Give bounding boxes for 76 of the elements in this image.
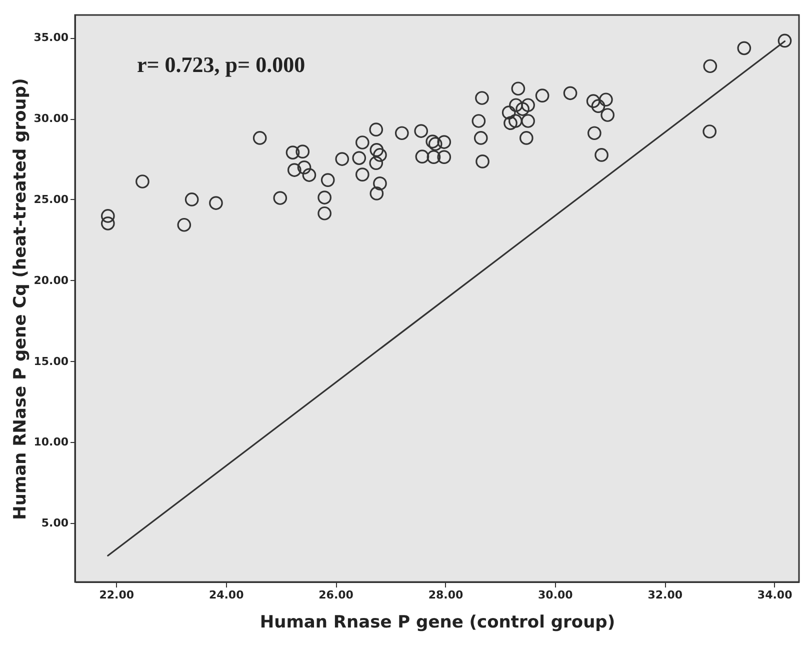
- point: [474, 131, 488, 145]
- point: [472, 114, 486, 128]
- y-tick-label: 35.00: [34, 31, 69, 44]
- y-axis-title: Human RNase P gene Cq (heat-treated group): [10, 78, 31, 520]
- point: [370, 143, 384, 157]
- point: [504, 116, 518, 130]
- point: [511, 82, 526, 96]
- point: [521, 114, 535, 128]
- point: [521, 98, 535, 112]
- point: [437, 135, 452, 149]
- point: [320, 173, 335, 187]
- point: [476, 154, 490, 168]
- point: [355, 168, 370, 182]
- point: [508, 114, 522, 128]
- point: [373, 148, 387, 162]
- point: [594, 148, 608, 162]
- point: [369, 122, 384, 136]
- x-axis-title: Human Rnase P gene (control group): [260, 612, 616, 632]
- point: [516, 102, 530, 116]
- point: [370, 186, 384, 200]
- x-tick-label: 28.00: [428, 588, 464, 602]
- point: [703, 59, 718, 74]
- x-tick-label: 30.00: [538, 588, 574, 602]
- point: [737, 41, 752, 56]
- point: [297, 160, 312, 174]
- y-tick-label: 5.00: [41, 516, 69, 530]
- point: [318, 206, 332, 220]
- point: [355, 136, 370, 150]
- point: [426, 150, 441, 164]
- y-tick-label: 20.00: [34, 274, 69, 287]
- x-tick-label: 24.00: [208, 588, 244, 602]
- point: [702, 124, 717, 138]
- point: [475, 91, 489, 105]
- point: [209, 196, 223, 210]
- point: [778, 34, 792, 48]
- point: [273, 191, 288, 205]
- point: [184, 192, 199, 206]
- y-tick-label: 10.00: [34, 436, 69, 449]
- point: [287, 163, 302, 177]
- point: [100, 209, 115, 223]
- y-tick-label: 30.00: [34, 112, 69, 126]
- point: [428, 137, 442, 151]
- annotation: r= 0.723, p= 0.000: [137, 52, 306, 77]
- y-tick-label: 15.00: [34, 354, 69, 368]
- point: [599, 92, 613, 107]
- point: [509, 98, 523, 112]
- point: [591, 99, 606, 114]
- y-tick-label: 25.00: [34, 192, 69, 206]
- point: [302, 168, 316, 182]
- point: [100, 216, 115, 230]
- point: [600, 108, 615, 122]
- x-tick-label: 32.00: [648, 588, 683, 602]
- point: [394, 126, 409, 140]
- point: [252, 131, 267, 145]
- point: [352, 151, 366, 165]
- point: [177, 218, 192, 232]
- x-tick-label: 26.00: [318, 588, 354, 602]
- point: [437, 150, 452, 164]
- point: [286, 146, 300, 160]
- point: [369, 156, 384, 170]
- point: [296, 144, 310, 158]
- x-tick-label: 22.00: [99, 588, 134, 602]
- point: [535, 88, 550, 102]
- point: [414, 124, 428, 138]
- point: [519, 131, 534, 145]
- point: [426, 134, 440, 148]
- point: [586, 94, 600, 108]
- point: [318, 190, 332, 204]
- point: [587, 126, 602, 140]
- point: [415, 150, 430, 164]
- point: [136, 174, 150, 188]
- x-tick-label: 34.00: [757, 588, 793, 602]
- point: [335, 152, 350, 166]
- point: [563, 86, 578, 100]
- point: [502, 106, 516, 120]
- point: [373, 176, 387, 190]
